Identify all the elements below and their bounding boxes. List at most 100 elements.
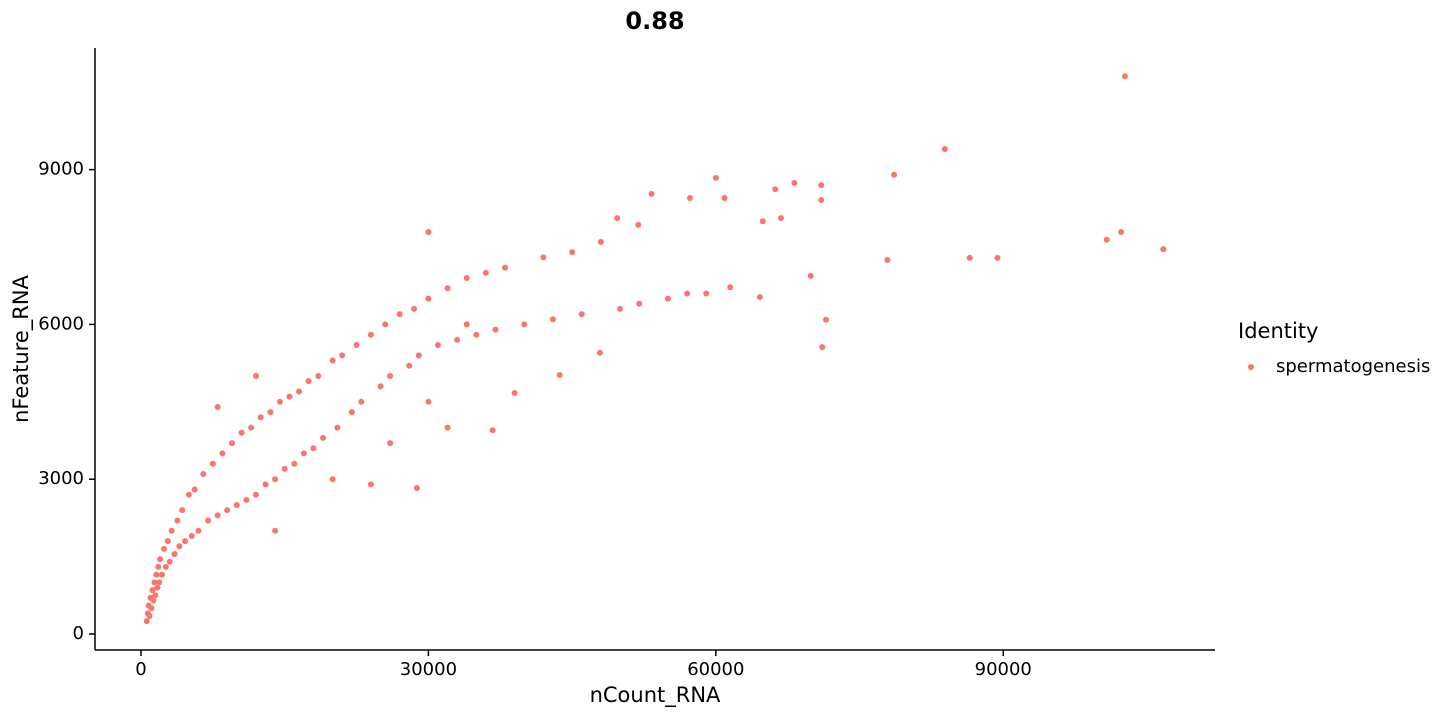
point xyxy=(174,517,181,524)
point xyxy=(941,145,948,152)
point xyxy=(396,311,403,318)
point xyxy=(1121,73,1128,80)
point xyxy=(1103,236,1110,243)
point xyxy=(556,371,563,378)
point xyxy=(243,496,250,503)
point xyxy=(315,373,322,380)
point xyxy=(339,352,346,359)
point xyxy=(425,295,432,302)
point xyxy=(252,491,259,498)
point xyxy=(154,584,161,591)
point xyxy=(614,215,621,222)
y-tick-label: 6000 xyxy=(38,313,84,334)
point xyxy=(209,460,216,467)
point xyxy=(596,349,603,356)
point xyxy=(224,507,231,514)
point xyxy=(727,284,734,291)
point xyxy=(434,342,441,349)
x-tick-label: 90000 xyxy=(975,659,1032,680)
point xyxy=(425,398,432,405)
point xyxy=(777,215,784,222)
point xyxy=(272,476,279,483)
point xyxy=(162,563,169,570)
point xyxy=(463,321,470,328)
legend-title: Identity xyxy=(1238,319,1318,343)
point xyxy=(159,571,166,578)
point xyxy=(214,403,221,410)
y-tick-label: 9000 xyxy=(38,159,84,180)
point xyxy=(233,502,240,509)
chart-title: 0.88 xyxy=(625,7,684,35)
point xyxy=(300,450,307,457)
point xyxy=(286,393,293,400)
point xyxy=(756,294,763,301)
point xyxy=(425,229,432,236)
point xyxy=(636,300,643,307)
point xyxy=(148,605,155,612)
point xyxy=(182,538,189,545)
point xyxy=(540,254,547,261)
point xyxy=(157,556,164,563)
point xyxy=(473,331,480,338)
point xyxy=(1160,246,1167,253)
point xyxy=(444,285,451,292)
point xyxy=(807,272,814,279)
point xyxy=(171,551,178,558)
point xyxy=(168,527,175,534)
point xyxy=(819,344,826,351)
point xyxy=(200,471,207,478)
point xyxy=(597,238,604,245)
point xyxy=(248,424,255,431)
point xyxy=(320,434,327,441)
point xyxy=(966,254,973,261)
point xyxy=(329,357,336,364)
y-tick-label: 3000 xyxy=(38,468,84,489)
point xyxy=(377,383,384,390)
point xyxy=(387,440,394,447)
point xyxy=(415,352,422,359)
point xyxy=(149,587,156,594)
point xyxy=(348,409,355,416)
point xyxy=(267,409,274,416)
point xyxy=(305,378,312,385)
point xyxy=(367,331,374,338)
point xyxy=(156,579,163,586)
point xyxy=(160,545,167,552)
point xyxy=(367,481,374,488)
point xyxy=(772,186,779,193)
point xyxy=(413,484,420,491)
point xyxy=(153,571,160,578)
point xyxy=(272,527,279,534)
point xyxy=(884,256,891,263)
point xyxy=(578,311,585,318)
point xyxy=(712,174,719,181)
point xyxy=(191,486,198,493)
y-tick-label: 0 xyxy=(73,623,84,644)
point xyxy=(759,218,766,225)
x-axis-label: nCount_RNA xyxy=(590,683,721,708)
point xyxy=(281,465,288,472)
point xyxy=(296,388,303,395)
point xyxy=(276,398,283,405)
point xyxy=(569,249,576,256)
point xyxy=(818,182,825,189)
point xyxy=(143,618,150,625)
point xyxy=(291,460,298,467)
point xyxy=(353,342,360,349)
point xyxy=(463,274,470,281)
point xyxy=(684,290,691,297)
point xyxy=(188,532,195,539)
point xyxy=(150,597,157,604)
y-axis-label: nFeature_RNA xyxy=(9,274,34,422)
point xyxy=(151,579,158,586)
point xyxy=(818,197,825,204)
point xyxy=(164,538,171,545)
point xyxy=(387,373,394,380)
point xyxy=(617,305,624,312)
point xyxy=(329,476,336,483)
point xyxy=(406,362,413,369)
point xyxy=(214,512,221,519)
point xyxy=(444,424,451,431)
